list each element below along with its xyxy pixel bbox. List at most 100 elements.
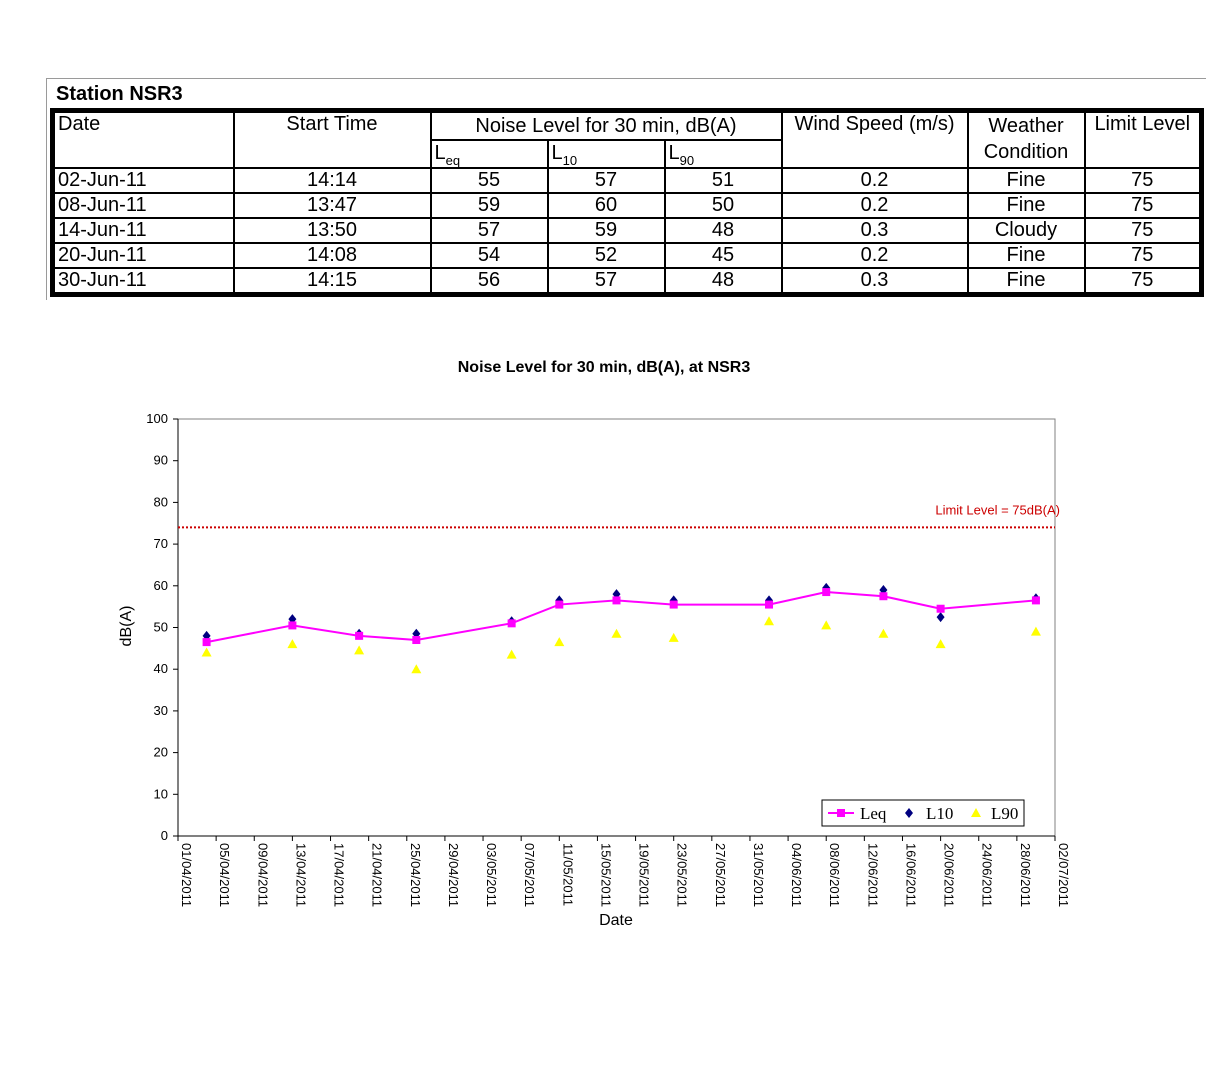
data-point-leq: [202, 638, 211, 647]
cell-weather: Fine: [966, 242, 1086, 269]
header-leq: Leq: [429, 139, 549, 169]
limit-label: Limit Level = 75dB(A): [935, 502, 1060, 517]
cell-l90: 48: [663, 267, 783, 296]
y-tick-label: 0: [161, 828, 168, 843]
data-point-l90: [287, 639, 298, 649]
series-line-leq: [206, 591, 1037, 644]
data-point-l90: [506, 649, 517, 659]
cell-weather: Cloudy: [966, 217, 1086, 244]
chart-legend: Leq L10 L90: [821, 799, 1025, 827]
y-tick-label: 20: [154, 745, 168, 760]
cell-l90: 51: [663, 167, 783, 194]
header-wind-speed: Wind Speed (m/s): [780, 109, 969, 169]
x-tick-label: 16/06/2011: [903, 843, 918, 907]
x-tick-label: 21/04/2011: [370, 843, 385, 907]
x-tick-label: 07/05/2011: [522, 843, 537, 907]
cell-wind: 0.2: [780, 242, 969, 269]
header-weather-line1: Weather: [988, 115, 1064, 137]
cell-leq: 56: [429, 267, 549, 296]
station-table-panel: Station NSR3 Date Start Time Noise Level…: [46, 78, 1206, 300]
cell-start-time: 14:14: [232, 167, 432, 194]
cell-start-time: 14:08: [232, 242, 432, 269]
cell-limit: 75: [1083, 217, 1203, 244]
y-tick-label: 60: [154, 578, 168, 593]
data-point-l90: [554, 637, 565, 647]
y-tick-label: 50: [154, 620, 168, 635]
chart-title: Noise Level for 30 min, dB(A), at NSR3: [457, 359, 751, 376]
data-point-l90: [1030, 626, 1041, 636]
cell-start-time: 14:15: [232, 267, 432, 296]
data-point-leq: [612, 596, 621, 605]
x-tick-label: 19/05/2011: [637, 843, 652, 907]
y-tick-label: 90: [154, 453, 168, 468]
limit-line-group: Limit Level = 75dB(A): [178, 502, 1060, 529]
cell-date: 02-Jun-11: [51, 167, 235, 194]
header-l90: L90: [663, 139, 783, 169]
cell-l90: 50: [663, 192, 783, 219]
cell-weather: Fine: [966, 167, 1086, 194]
x-tick-label: 05/04/2011: [217, 843, 232, 907]
cell-date: 30-Jun-11: [51, 267, 235, 296]
y-axis-title: dB(A): [118, 606, 135, 647]
x-tick-label: 17/04/2011: [332, 843, 347, 907]
cell-start-time: 13:50: [232, 217, 432, 244]
header-leq-sub: eq: [445, 153, 461, 168]
cell-wind: 0.3: [780, 267, 969, 296]
x-tick-label: 28/06/2011: [1018, 843, 1033, 907]
x-tick-label: 23/05/2011: [675, 843, 690, 907]
data-point-l90: [201, 647, 212, 657]
cell-weather: Fine: [966, 267, 1086, 296]
cell-leq: 57: [429, 217, 549, 244]
data-point-l90: [935, 639, 946, 649]
station-title: Station NSR3: [56, 83, 183, 105]
table-row: 14-Jun-11 13:50 57 59 48 0.3 Cloudy 75: [51, 217, 1203, 244]
y-tick-label: 30: [154, 703, 168, 718]
cell-l10: 60: [546, 192, 666, 219]
x-tick-label: 13/04/2011: [293, 843, 308, 907]
cell-start-time: 13:47: [232, 192, 432, 219]
x-tick-label: 02/07/2011: [1056, 843, 1071, 907]
series-l10: [202, 582, 1040, 641]
header-weather-line2: Condition: [983, 141, 1069, 163]
header-limit-level: Limit Level: [1083, 109, 1203, 169]
x-tick-label: 31/05/2011: [751, 843, 766, 907]
data-point-leq: [1031, 596, 1040, 605]
header-date: Date: [51, 109, 235, 169]
x-tick-label: 11/05/2011: [560, 843, 575, 906]
data-point-leq: [555, 600, 564, 609]
legend-box: [821, 799, 1025, 827]
header-l90-sub: 90: [679, 153, 695, 168]
data-point-leq: [879, 592, 888, 601]
header-l10-sub: 10: [562, 153, 578, 168]
x-tick-label: 08/06/2011: [827, 843, 842, 907]
cell-wind: 0.2: [780, 192, 969, 219]
data-point-l90: [878, 628, 889, 638]
cell-date: 14-Jun-11: [51, 217, 235, 244]
series-leq: [202, 588, 1040, 647]
data-point-l90: [411, 664, 422, 674]
table-row: 30-Jun-11 14:15 56 57 48 0.3 Fine 75: [51, 267, 1203, 296]
cell-date: 20-Jun-11: [51, 242, 235, 269]
header-leq-base: L: [434, 142, 446, 164]
cell-l90: 48: [663, 217, 783, 244]
x-tick-label: 24/06/2011: [980, 843, 995, 907]
data-point-leq: [669, 600, 678, 609]
legend-label-l10: L10: [926, 804, 953, 823]
data-point-leq: [412, 636, 421, 645]
cell-l10: 52: [546, 242, 666, 269]
chart-axes: 0 10 20 30 40 50 60 70 80 90 100 01/04/2011 05/04/20…: [146, 411, 1071, 907]
header-weather: Weather Condition: [966, 109, 1086, 169]
cell-date: 08-Jun-11: [51, 192, 235, 219]
header-l10: L10: [546, 139, 666, 169]
cell-l10: 57: [546, 167, 666, 194]
data-point-l90: [821, 620, 832, 630]
series-l90: [201, 616, 1041, 674]
cell-wind: 0.3: [780, 217, 969, 244]
data-point-l90: [611, 628, 622, 638]
legend-label-leq: Leq: [860, 804, 887, 823]
x-tick-label: 15/05/2011: [598, 843, 613, 907]
table-subheader-row: Leq L10 L90: [53, 139, 1202, 169]
cell-l90: 45: [663, 242, 783, 269]
noise-data-table: Date Start Time Noise Level for 30 min, …: [50, 108, 1204, 297]
cell-weather: Fine: [966, 192, 1086, 219]
